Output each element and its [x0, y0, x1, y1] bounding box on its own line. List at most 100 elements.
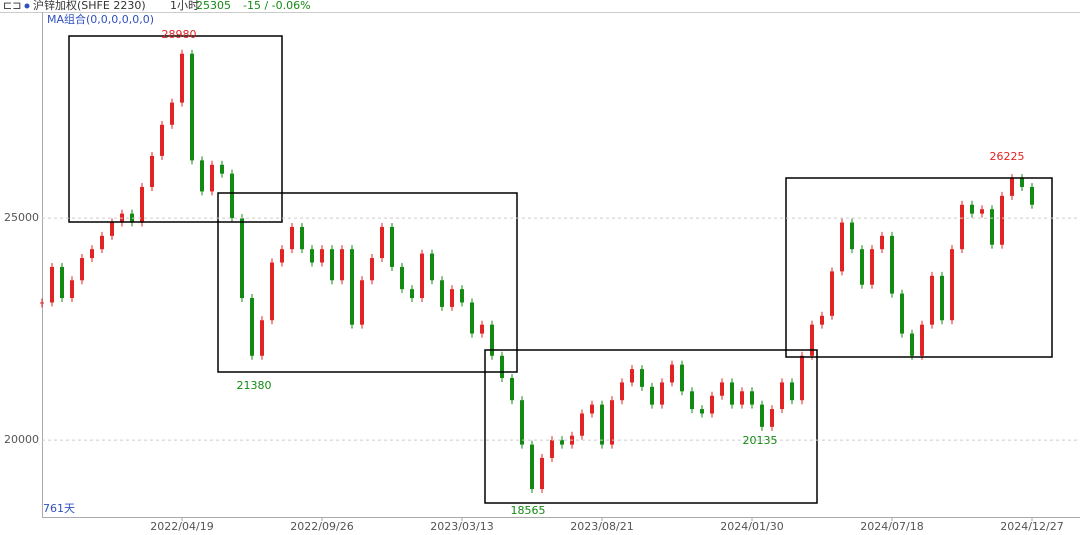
candle	[700, 409, 704, 414]
box	[217, 192, 518, 373]
candle	[710, 395, 714, 414]
candle	[190, 53, 194, 161]
candle	[790, 382, 794, 401]
x-tick-label: 2024/01/30	[720, 520, 783, 533]
x-tick-label: 2023/08/21	[570, 520, 633, 533]
candle	[740, 391, 744, 405]
candle	[390, 226, 394, 267]
candle	[90, 249, 94, 259]
indicator[interactable]: MA组合(0,0,0,0,0,0)	[47, 12, 154, 26]
box	[484, 349, 818, 504]
candle	[330, 249, 334, 281]
highlight-boxes	[68, 35, 1053, 504]
candle	[770, 409, 774, 427]
candle	[40, 302, 44, 304]
change: -15 / -0.06%	[243, 0, 311, 12]
candle	[880, 235, 884, 250]
header-icon[interactable]: ⊏⊐	[3, 0, 21, 12]
candle	[610, 400, 614, 445]
candle	[260, 320, 264, 356]
candle	[520, 400, 524, 445]
candle	[200, 160, 204, 192]
x-tick-label: 2023/03/13	[430, 520, 493, 533]
candle	[50, 266, 54, 303]
candle	[760, 404, 764, 427]
annotation: 21380	[237, 379, 272, 392]
candle	[640, 369, 644, 387]
candle	[820, 315, 824, 325]
annotation: 20135	[743, 434, 778, 447]
box	[785, 177, 1053, 358]
candle	[70, 280, 74, 299]
candle	[960, 204, 964, 250]
y-tick-label: 20000	[4, 433, 39, 446]
candle	[990, 209, 994, 245]
candle	[1020, 178, 1024, 187]
candle	[1010, 178, 1014, 196]
candle	[80, 258, 84, 281]
candle	[650, 386, 654, 405]
candle	[590, 404, 594, 414]
candle	[430, 253, 434, 281]
candle	[240, 218, 244, 299]
candle	[1000, 195, 1004, 245]
candle	[810, 324, 814, 356]
candle	[1030, 186, 1034, 205]
candle	[910, 333, 914, 356]
candle	[890, 235, 894, 294]
candle	[450, 289, 454, 307]
annotation: 18565	[511, 504, 546, 517]
candle	[730, 382, 734, 405]
candle	[360, 280, 364, 325]
candle	[750, 391, 754, 405]
symbol[interactable]: 沪锌加权(SHFE 2230)	[33, 0, 146, 12]
candle	[480, 324, 484, 334]
candle	[940, 275, 944, 321]
candle	[300, 226, 304, 250]
candle	[250, 298, 254, 356]
x-tick-label: 2022/04/19	[150, 520, 213, 533]
candle	[460, 289, 464, 303]
candle	[690, 391, 694, 410]
candle	[920, 324, 924, 356]
candle	[470, 302, 474, 334]
candle	[780, 382, 784, 410]
x-tick-label: 2024/07/18	[860, 520, 923, 533]
candle	[170, 102, 174, 125]
candle	[210, 164, 214, 192]
candle	[320, 249, 324, 263]
candle	[490, 324, 494, 356]
candle	[580, 413, 584, 436]
candle	[60, 266, 64, 299]
candle	[160, 124, 164, 156]
candle	[140, 186, 144, 223]
candles	[40, 49, 1034, 494]
candle	[420, 253, 424, 299]
candle	[720, 382, 724, 396]
candle	[400, 266, 404, 290]
candle	[340, 249, 344, 281]
candle	[110, 222, 114, 236]
candle	[290, 226, 294, 250]
x-tick-label: 2022/09/26	[290, 520, 353, 533]
candle	[410, 289, 414, 299]
candle	[870, 249, 874, 285]
candle	[980, 209, 984, 214]
x-tick-label: 2024/12/27	[1000, 520, 1063, 533]
candle	[150, 155, 154, 187]
candle	[860, 249, 864, 285]
footnote: 761天	[43, 502, 75, 515]
candle	[620, 382, 624, 401]
candle	[230, 173, 234, 219]
period[interactable]: 1小时	[170, 0, 199, 12]
candle	[900, 293, 904, 334]
candle	[500, 355, 504, 378]
candle	[370, 258, 374, 281]
y-tick-label: 25000	[4, 211, 39, 224]
candle	[830, 271, 834, 316]
candle	[350, 249, 354, 325]
candle	[970, 204, 974, 214]
candle	[270, 262, 274, 321]
